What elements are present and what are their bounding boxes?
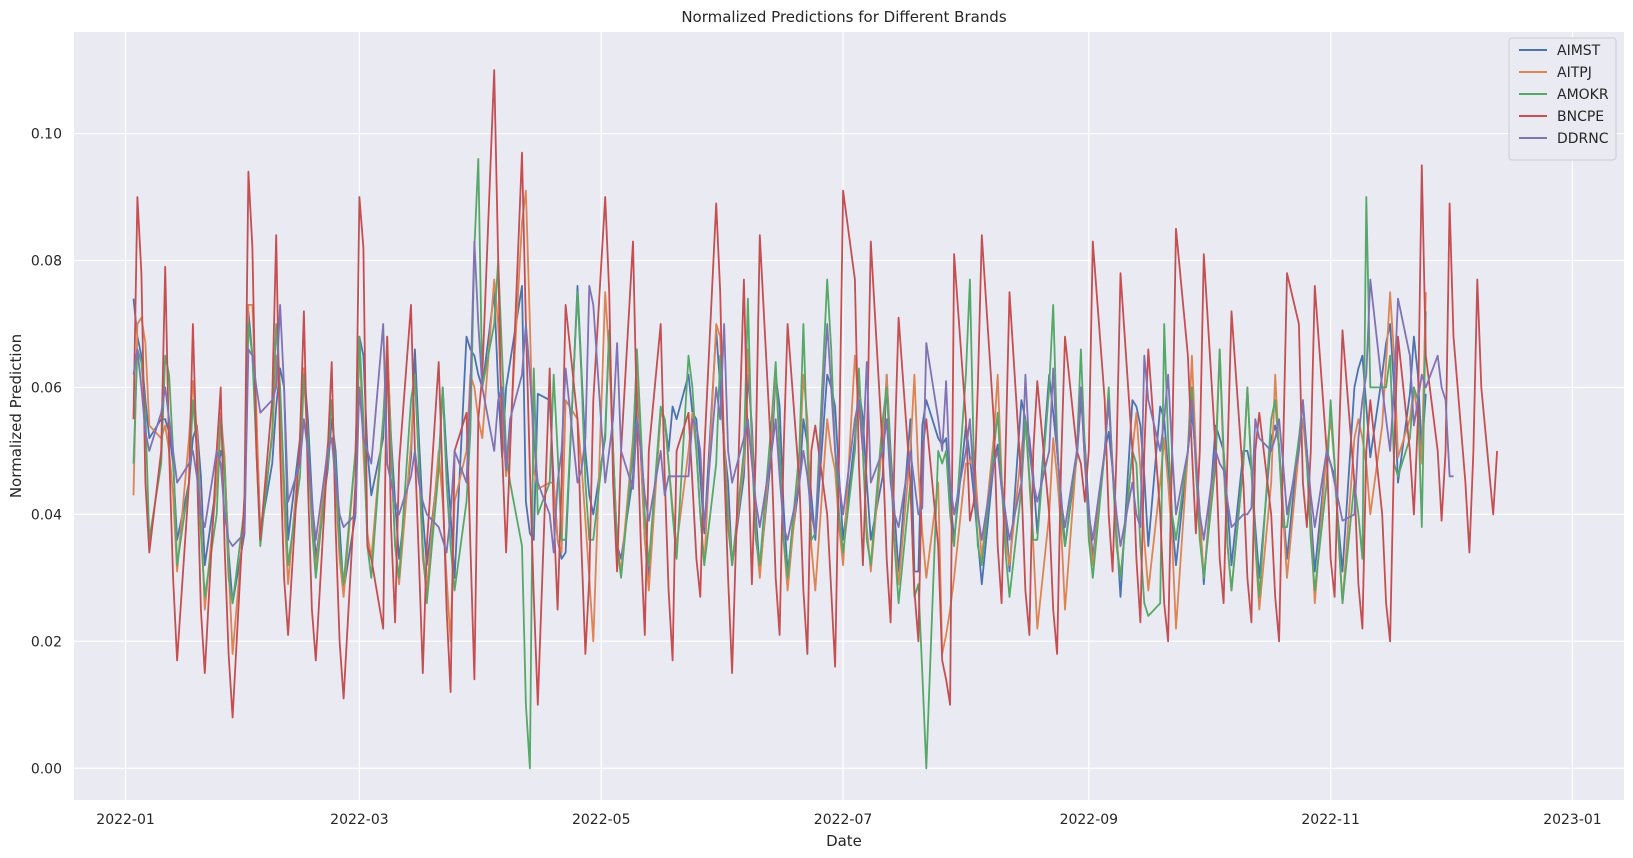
y-axis-label: Normalized Prediction bbox=[7, 334, 25, 498]
x-tick-label: 2022-03 bbox=[330, 812, 389, 828]
x-axis-label: Date bbox=[826, 832, 862, 850]
series-line-bncpe bbox=[132, 69, 1498, 719]
y-axis-ticks: 0.00 0.02 0.04 0.06 0.08 0.10 bbox=[31, 127, 62, 778]
legend: AIMST AITPJ AMOKR BNCPE DDRNC bbox=[1508, 37, 1617, 161]
chart-title: Normalized Predictions for Different Bra… bbox=[681, 8, 1007, 26]
legend-label-aimst: AIMST bbox=[1557, 43, 1601, 59]
y-tick-label: 0.00 bbox=[31, 761, 62, 777]
series-lines bbox=[132, 69, 1498, 770]
x-tick-label: 2022-11 bbox=[1301, 812, 1360, 828]
legend-frame bbox=[1508, 37, 1617, 161]
y-tick-label: 0.08 bbox=[31, 253, 62, 269]
x-tick-label: 2022-01 bbox=[96, 812, 155, 828]
x-tick-label: 2022-05 bbox=[572, 812, 631, 828]
legend-label-amokr: AMOKR bbox=[1557, 87, 1609, 103]
y-tick-label: 0.02 bbox=[31, 634, 62, 650]
y-tick-label: 0.10 bbox=[31, 127, 62, 143]
x-tick-label: 2022-07 bbox=[814, 812, 873, 828]
y-tick-label: 0.04 bbox=[31, 507, 62, 523]
legend-label-bncpe: BNCPE bbox=[1557, 109, 1604, 125]
series-line-ddrnc bbox=[132, 240, 1454, 554]
y-tick-label: 0.06 bbox=[31, 380, 62, 396]
legend-label-aitpj: AITPJ bbox=[1557, 65, 1592, 81]
legend-label-ddrnc: DDRNC bbox=[1557, 131, 1609, 147]
x-axis-ticks: 2022-01 2022-03 2022-05 2022-07 2022-09 2022-… bbox=[96, 812, 1601, 828]
x-tick-label: 2022-09 bbox=[1060, 812, 1119, 828]
x-tick-label: 2023-01 bbox=[1543, 812, 1602, 828]
